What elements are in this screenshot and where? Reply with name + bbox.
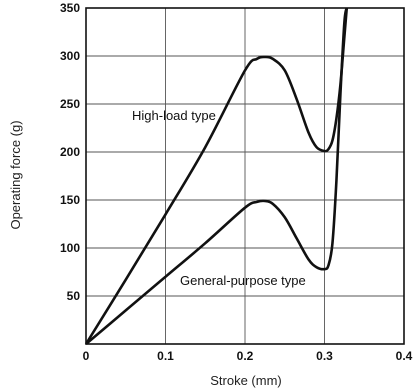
x-tick-label: 0.4 (396, 349, 413, 363)
y-tick-label: 50 (67, 289, 81, 303)
x-tick-label: 0.1 (157, 349, 174, 363)
grid (86, 8, 404, 344)
y-tick-label: 150 (60, 193, 80, 207)
series-label-general-purpose: General-purpose type (180, 273, 306, 288)
y-tick-label: 100 (60, 241, 80, 255)
x-tick-label: 0.3 (316, 349, 333, 363)
x-axis-label: Stroke (mm) (210, 373, 282, 388)
plot-frame (85, 7, 405, 345)
y-axis-label: Operating force (g) (8, 120, 23, 229)
tick-labels: 0 0.1 0.2 0.3 0.4 50 100 150 200 250 300 350 (60, 1, 413, 363)
y-tick-label: 300 (60, 49, 80, 63)
y-tick-label: 350 (60, 1, 80, 15)
x-tick-label: 0.2 (237, 349, 254, 363)
series-label-high-load: High-load type (132, 108, 216, 123)
x-tick-label: 0 (83, 349, 90, 363)
series-line-general-purpose (85, 7, 349, 345)
y-tick-label: 250 (60, 97, 80, 111)
y-tick-label: 200 (60, 145, 80, 159)
series-layer (84, 7, 349, 345)
series-line-high-load (84, 7, 349, 345)
